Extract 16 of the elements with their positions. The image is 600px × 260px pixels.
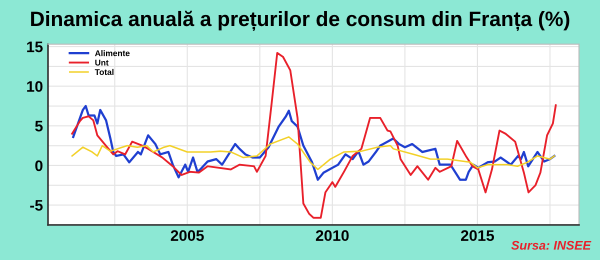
line-series bbox=[72, 104, 556, 181]
chart-title: Dinamica anuală a prețurilor de consum din Franța (%) bbox=[31, 10, 570, 31]
line-series bbox=[71, 52, 557, 219]
y-tick-label: 15 bbox=[27, 42, 43, 52]
y-tick-label: 10 bbox=[27, 81, 43, 92]
text: Sursa: INSEE bbox=[511, 240, 592, 250]
y-tick-label: -5 bbox=[30, 200, 43, 211]
x-tick-label: 2005 bbox=[170, 230, 204, 241]
legend-label: Alimente bbox=[94, 50, 130, 56]
y-tick-label: 5 bbox=[35, 120, 43, 132]
legend-label: Unt bbox=[95, 60, 109, 66]
line-series bbox=[71, 136, 556, 170]
legend-label: Total bbox=[94, 68, 114, 76]
y-tick-label: 0 bbox=[35, 160, 43, 172]
x-tick-label: 2010 bbox=[316, 230, 349, 241]
x-tick-label: 2015 bbox=[460, 230, 494, 241]
